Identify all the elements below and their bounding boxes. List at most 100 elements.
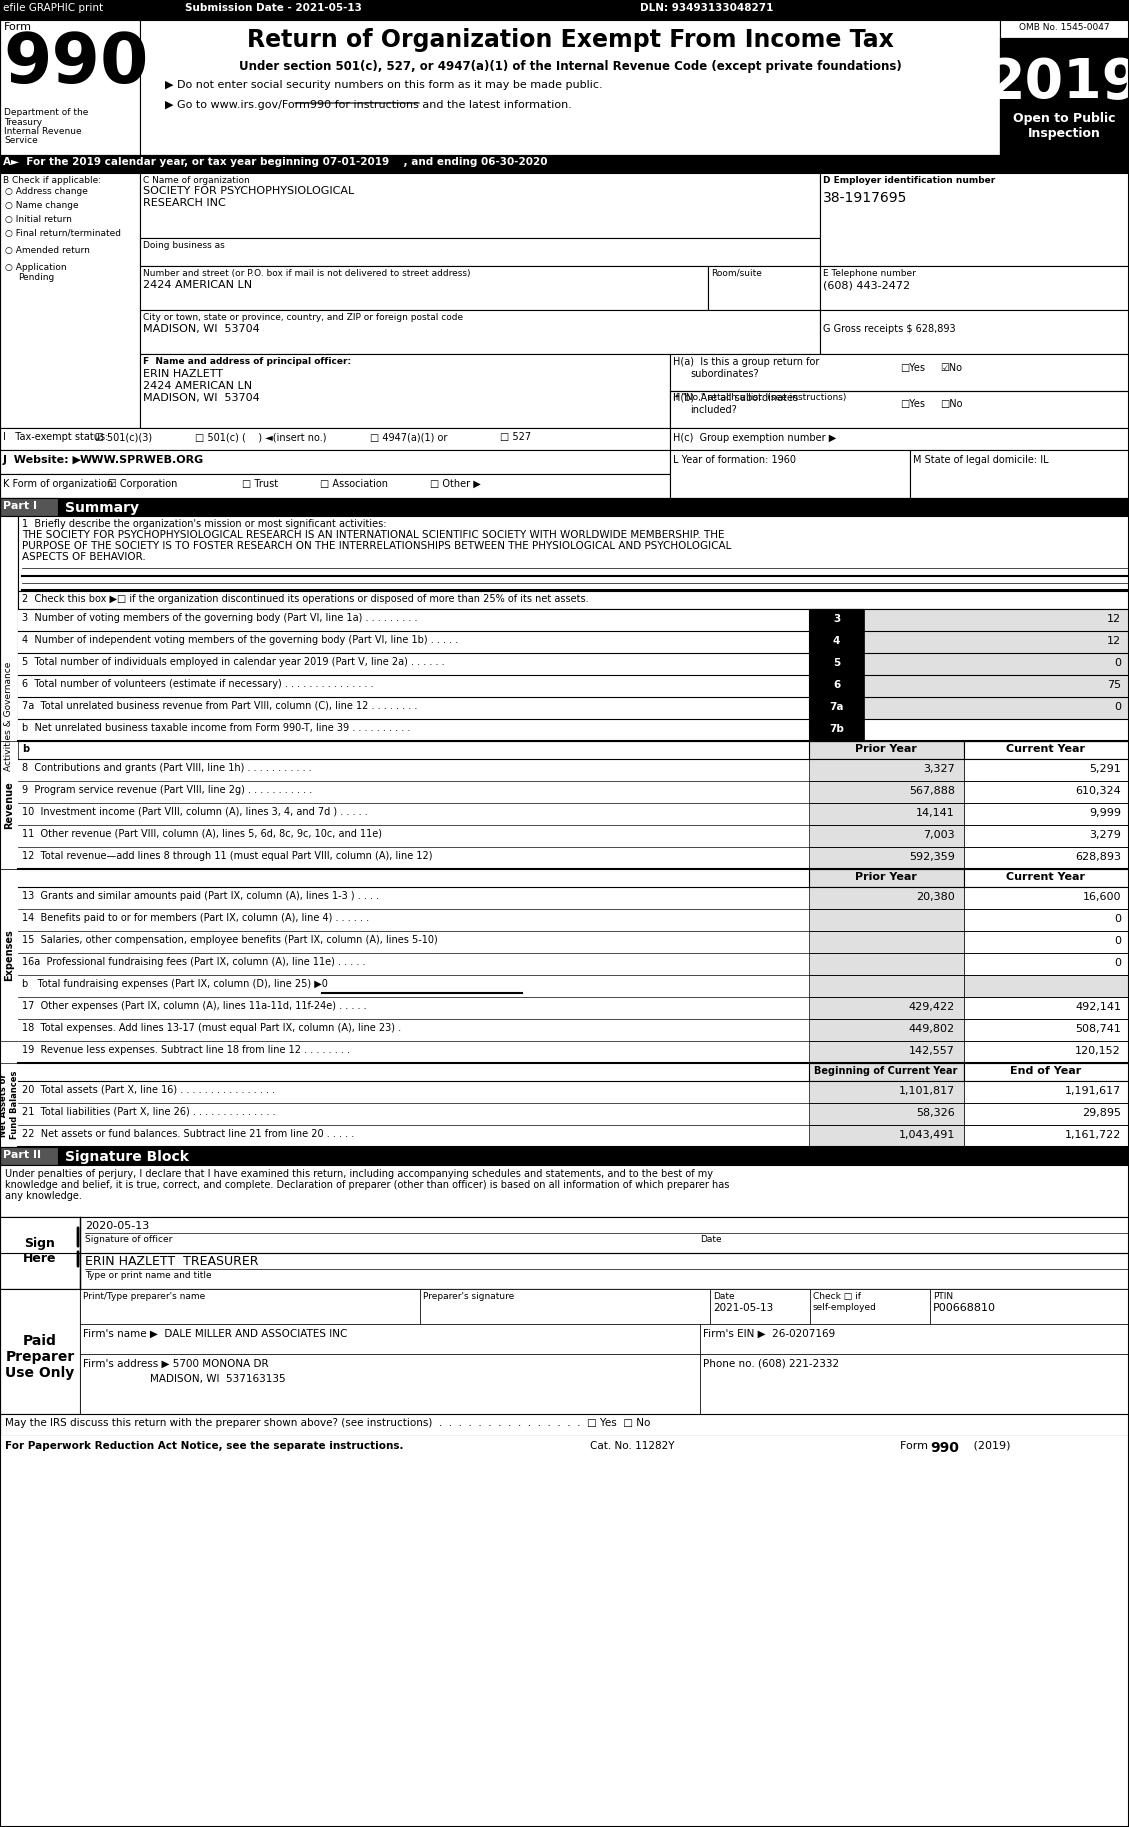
Text: Cat. No. 11282Y: Cat. No. 11282Y [590,1442,674,1451]
Bar [809,630,864,652]
Text: 17  Other expenses (Part IX, column (A), lines 11a-11d, 11f-24e) . . . . .: 17 Other expenses (Part IX, column (A), … [21,1001,367,1010]
Text: 0: 0 [1114,957,1121,968]
Text: 0: 0 [1114,914,1121,924]
Bar [18,1041,809,1063]
Text: Prior Year: Prior Year [855,871,917,882]
Bar [1000,38,1129,106]
Bar [18,608,807,627]
Bar [708,267,820,311]
Text: H(b)  Are all subordinates: H(b) Are all subordinates [673,393,798,404]
Bar [864,630,1129,652]
Bar [18,515,1129,590]
Text: 628,893: 628,893 [1075,851,1121,862]
Text: 142,557: 142,557 [909,1047,955,1056]
Text: b  Net unrelated business taxable income from Form 990-T, line 39 . . . . . . . : b Net unrelated business taxable income … [21,723,410,733]
Bar [809,674,864,696]
Bar [809,742,964,758]
Text: ERIN HAZLETT  TREASURER: ERIN HAZLETT TREASURER [85,1255,259,1268]
Text: □ Trust: □ Trust [242,479,278,490]
Bar [18,1125,809,1147]
Bar [18,590,1129,608]
Bar [18,886,809,910]
Bar [18,848,809,870]
Text: 2424 AMERICAN LN: 2424 AMERICAN LN [143,280,252,290]
Text: 0: 0 [1114,658,1121,669]
Bar [80,1325,700,1354]
Text: b: b [21,744,29,755]
Text: Activities & Governance: Activities & Governance [5,661,14,771]
Text: MADISON, WI  53704: MADISON, WI 53704 [143,323,260,334]
Text: Part I: Part I [3,501,37,512]
Bar [18,804,809,826]
Bar [809,758,964,780]
Bar [964,976,1129,998]
Text: I   Tax-exempt status:: I Tax-exempt status: [3,431,108,442]
Text: Firm's address ▶ 5700 MONONA DR: Firm's address ▶ 5700 MONONA DR [84,1359,269,1368]
Bar [0,449,669,473]
Bar [964,1125,1129,1147]
Text: F  Name and address of principal officer:: F Name and address of principal officer: [143,356,351,365]
Text: E Telephone number: E Telephone number [823,269,916,278]
Text: End of Year: End of Year [1010,1065,1082,1076]
Bar [18,608,809,630]
Text: Signature Block: Signature Block [65,1149,189,1164]
Bar [140,354,669,428]
Bar [964,1082,1129,1104]
Bar [809,870,964,886]
Bar [809,886,964,910]
Text: Phone no. (608) 221-2332: Phone no. (608) 221-2332 [703,1359,839,1368]
Text: 6  Total number of volunteers (estimate if necessary) . . . . . . . . . . . . . : 6 Total number of volunteers (estimate i… [21,680,374,689]
Bar [18,1019,809,1041]
Bar [0,499,1129,515]
Bar [18,998,809,1019]
Bar [820,174,1129,267]
Text: 7b: 7b [829,723,844,734]
Text: If "No," attach a list. (see instructions): If "No," attach a list. (see instruction… [673,393,847,402]
Text: □Yes: □Yes [900,398,925,409]
Bar [964,826,1129,848]
Text: Date: Date [700,1235,721,1244]
Text: H(c)  Group exemption number ▶: H(c) Group exemption number ▶ [673,433,837,442]
Bar [809,696,864,720]
Text: 1  Briefly describe the organization's mission or most significant activities:: 1 Briefly describe the organization's mi… [21,519,386,530]
Bar [964,804,1129,826]
Text: 22  Net assets or fund balances. Subtract line 21 from line 20 . . . . .: 22 Net assets or fund balances. Subtract… [21,1129,355,1138]
Bar [0,1414,1129,1436]
Text: □ Association: □ Association [320,479,388,490]
Bar [0,155,1129,174]
Text: Net Assets or
Fund Balances: Net Assets or Fund Balances [0,1071,19,1140]
Bar [0,1436,1129,1458]
Bar [809,1290,930,1325]
Text: 492,141: 492,141 [1075,1001,1121,1012]
Bar [669,449,910,499]
Text: 449,802: 449,802 [909,1023,955,1034]
Text: Pending: Pending [18,272,54,281]
Text: WWW.SPRWEB.ORG: WWW.SPRWEB.ORG [80,455,204,466]
Text: 38-1917695: 38-1917695 [823,192,908,205]
Bar [964,870,1129,886]
Text: Check □ if: Check □ if [813,1292,861,1301]
Text: 2424 AMERICAN LN: 2424 AMERICAN LN [143,382,252,391]
Text: DLN: 93493133048271: DLN: 93493133048271 [640,4,773,13]
Bar [710,1290,809,1325]
Text: 2021-05-13: 2021-05-13 [714,1303,773,1314]
Bar [0,1290,1129,1414]
Text: 8  Contributions and grants (Part VIII, line 1h) . . . . . . . . . . .: 8 Contributions and grants (Part VIII, l… [21,764,312,773]
Bar [864,696,1129,720]
Text: Under penalties of perjury, I declare that I have examined this return, includin: Under penalties of perjury, I declare th… [5,1169,714,1178]
Bar [0,473,669,499]
Bar [18,976,809,998]
Text: 20  Total assets (Part X, line 16) . . . . . . . . . . . . . . . .: 20 Total assets (Part X, line 16) . . . … [21,1085,275,1094]
Text: P00668810: P00668810 [933,1303,996,1314]
Text: C Name of organization: C Name of organization [143,175,250,185]
Bar [18,1063,809,1082]
Bar [809,720,864,742]
Bar [0,870,18,1041]
Bar [964,998,1129,1019]
Bar [18,674,809,696]
Text: 1,101,817: 1,101,817 [899,1085,955,1096]
Bar [420,1290,710,1325]
Bar [964,758,1129,780]
Bar [18,932,809,954]
Text: Form: Form [900,1442,931,1451]
